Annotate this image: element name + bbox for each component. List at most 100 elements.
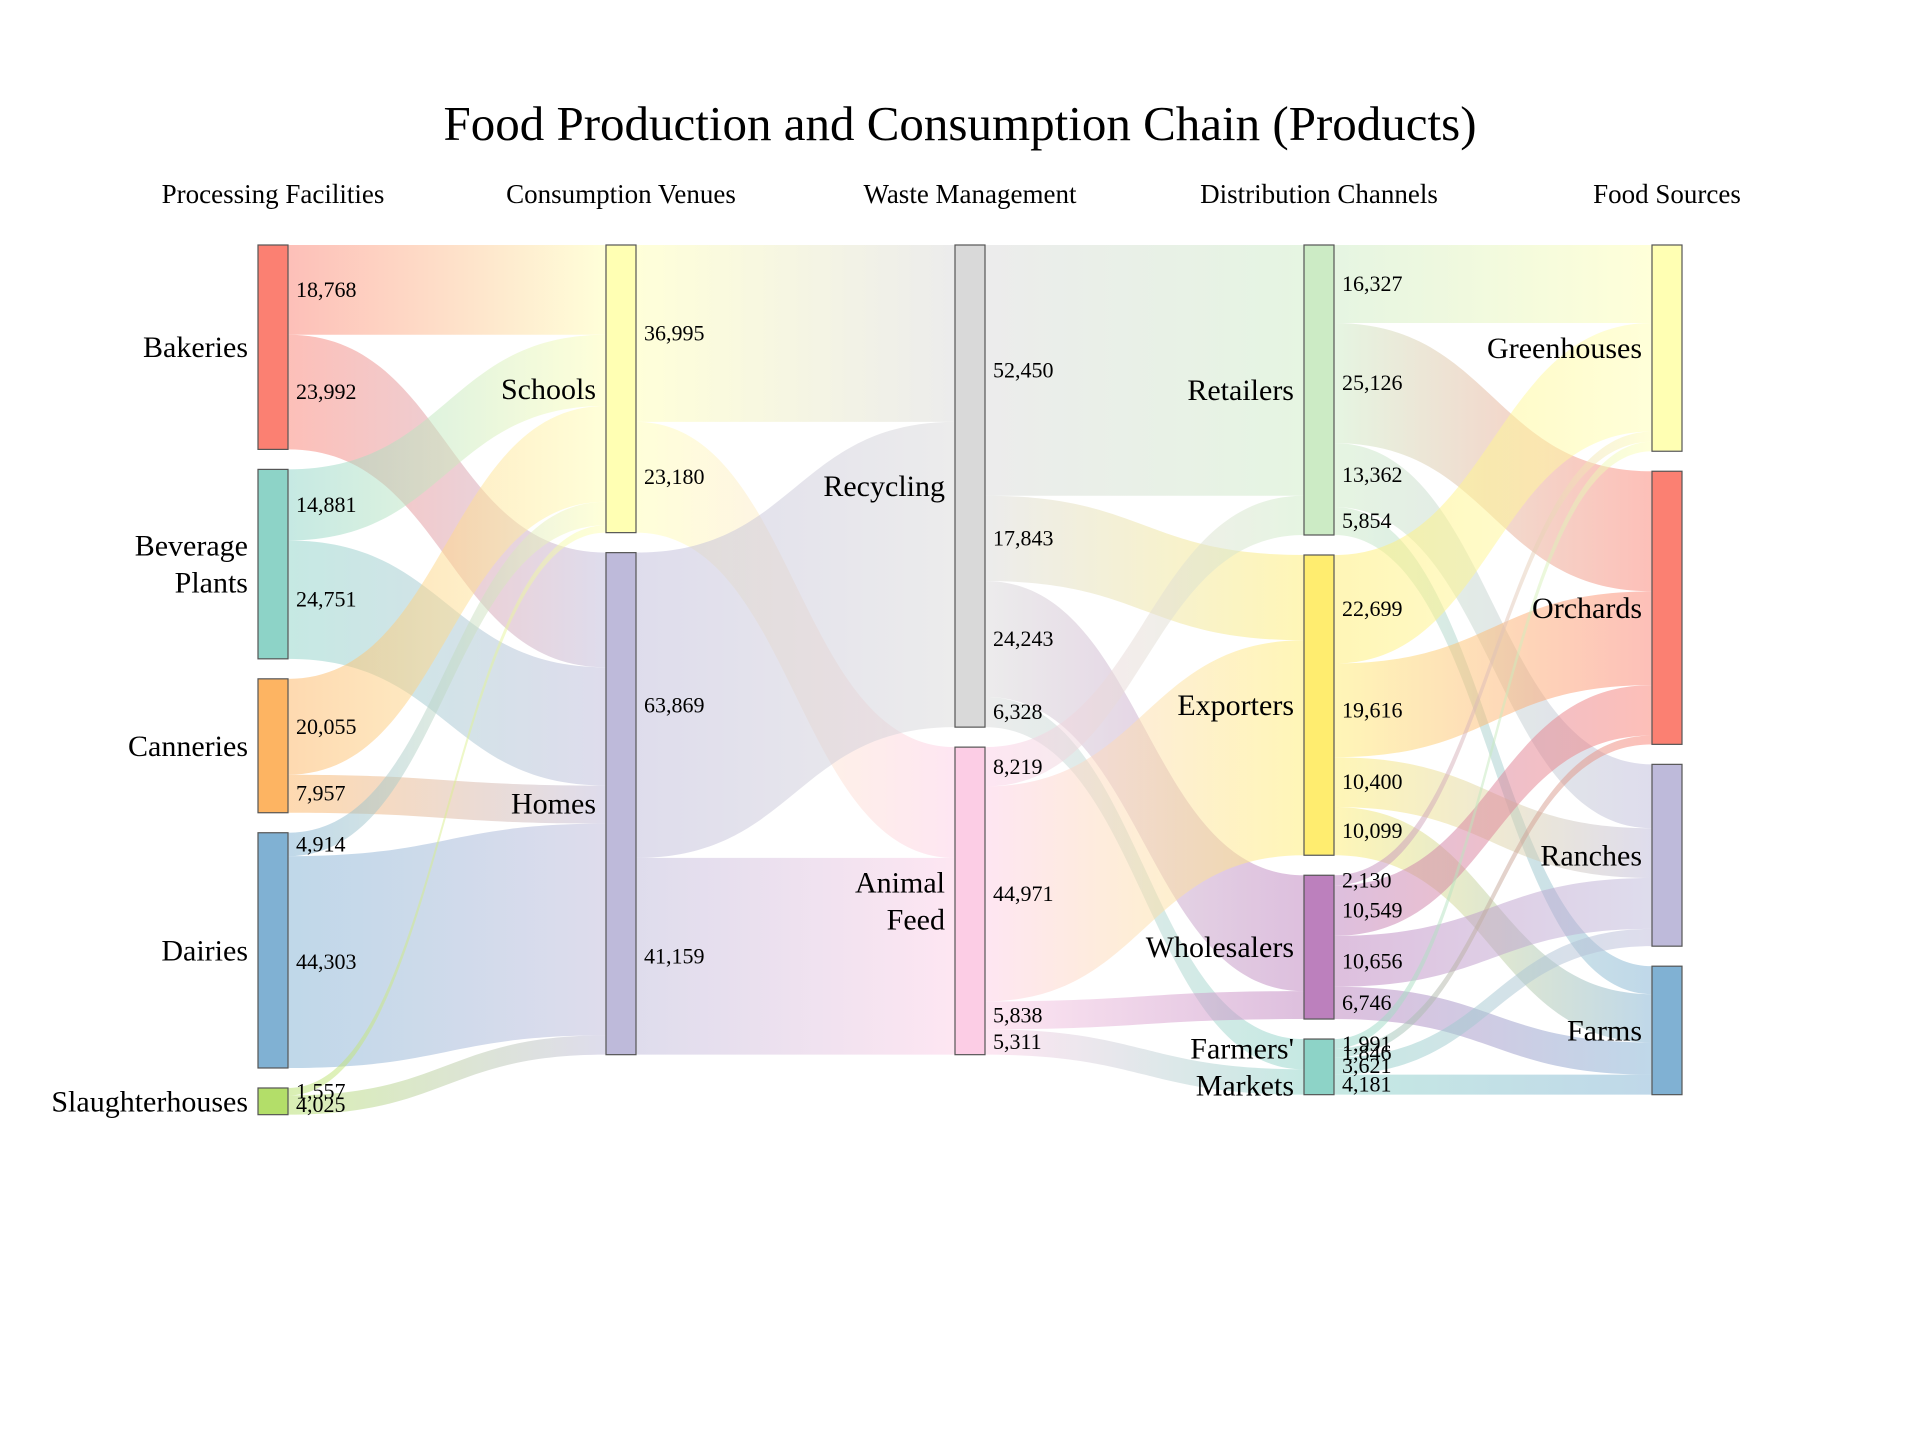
link-value-label: 14,881 xyxy=(296,492,357,517)
link-value-label: 4,025 xyxy=(296,1092,346,1117)
flow-link xyxy=(288,1035,606,1115)
flow-link xyxy=(985,640,1304,1002)
node-label: Recycling xyxy=(823,470,945,503)
link-value-label: 63,869 xyxy=(644,692,705,717)
flow-link xyxy=(288,540,606,786)
link-value-label: 19,616 xyxy=(1342,697,1403,722)
link-value-label: 23,180 xyxy=(644,464,705,489)
flow-link xyxy=(288,245,606,335)
node-farms xyxy=(1651,965,1683,1096)
node-ranches xyxy=(1651,763,1683,947)
link-value-label: 10,656 xyxy=(1342,948,1403,973)
flow-link xyxy=(985,245,1304,496)
link-value-label: 4,914 xyxy=(296,831,346,856)
node-wholesalers xyxy=(1303,874,1335,1020)
link-value-label: 2,130 xyxy=(1342,867,1392,892)
flow-link xyxy=(636,857,955,1055)
stage-header: Processing Facilities xyxy=(162,179,385,209)
chart-title: Food Production and Consumption Chain (P… xyxy=(443,96,1476,151)
node-label: Retailers xyxy=(1187,374,1294,407)
labels: 18,768 23,992 14,881 24,751 20,055 7,957 4,914… xyxy=(51,271,1642,1118)
node-label: Slaughterhouses xyxy=(51,1085,248,1118)
stage-header: Distribution Channels xyxy=(1200,179,1438,209)
link-value-label: 6,746 xyxy=(1342,990,1392,1015)
link-value-label: 44,971 xyxy=(993,881,1054,906)
node-dairies xyxy=(257,832,289,1069)
node-label: Farmers' Markets xyxy=(1190,1032,1294,1102)
node-canneries xyxy=(257,678,289,814)
link-value-label: 5,854 xyxy=(1342,508,1392,533)
flow-link xyxy=(288,823,606,1068)
stage-header: Consumption Venues xyxy=(506,179,736,209)
link-value-label: 44,303 xyxy=(296,949,357,974)
link-value-label: 5,838 xyxy=(993,1002,1043,1027)
link-value-label: 10,549 xyxy=(1342,898,1403,923)
link-value-label: 24,243 xyxy=(993,626,1054,651)
node-exporters xyxy=(1303,554,1335,856)
flow-link xyxy=(1334,1074,1652,1095)
link-value-label: 20,055 xyxy=(296,714,357,739)
link-value-label: 17,843 xyxy=(993,525,1054,550)
node-label: Wholesalers xyxy=(1146,931,1294,964)
node-greenhouses xyxy=(1651,244,1683,452)
flow-link xyxy=(985,991,1304,1030)
link-value-label: 8,219 xyxy=(993,754,1043,779)
node-label: Exporters xyxy=(1177,689,1294,722)
link-value-label: 1,846 xyxy=(1342,1040,1392,1065)
flow-link xyxy=(1334,507,1652,995)
link-value-label: 22,699 xyxy=(1342,596,1403,621)
node-beverage xyxy=(257,468,289,660)
flow-link xyxy=(288,334,606,541)
flow-link xyxy=(636,245,955,422)
flow-link xyxy=(1334,877,1652,987)
node-feed xyxy=(954,746,986,1056)
flow-link xyxy=(1334,591,1652,758)
link-value-label: 10,400 xyxy=(1342,769,1403,794)
link-value-label: 41,159 xyxy=(644,943,705,968)
node-label: Animal Feed xyxy=(855,866,945,936)
link-value-label: 52,450 xyxy=(993,357,1054,382)
flow-link xyxy=(1334,735,1652,1058)
flow-link xyxy=(985,495,1304,787)
flow-link xyxy=(288,525,606,1096)
node-slaughter xyxy=(257,1087,289,1116)
link-value-label: 7,957 xyxy=(296,781,346,806)
node-label: Orchards xyxy=(1532,592,1642,625)
node-markets xyxy=(1303,1038,1335,1096)
stage-header: Food Sources xyxy=(1593,179,1741,209)
link-value-label: 25,126 xyxy=(1342,370,1403,395)
flow-link xyxy=(1334,323,1652,664)
node-retailers xyxy=(1303,244,1335,536)
nodes xyxy=(257,244,1683,1116)
flow-link xyxy=(985,495,1304,641)
link-value-label: 18,768 xyxy=(296,277,357,302)
flow-link xyxy=(1334,245,1652,324)
link-value-label: 3,621 xyxy=(1342,1053,1392,1078)
node-label: Canneries xyxy=(128,730,248,763)
link-value-label: 23,992 xyxy=(296,379,357,404)
flow-link xyxy=(288,405,606,775)
link-value-label: 6,328 xyxy=(993,699,1043,724)
flow-link xyxy=(985,1029,1304,1095)
flow-link xyxy=(1334,928,1652,1075)
link-value-label: 10,099 xyxy=(1342,818,1403,843)
link-value-label: 5,311 xyxy=(993,1029,1042,1054)
flow-link xyxy=(1334,685,1652,936)
link-value-label: 4,181 xyxy=(1342,1072,1392,1097)
node-homes xyxy=(605,552,637,1056)
node-label: Bakeries xyxy=(143,331,248,364)
node-label: Beverage Plants xyxy=(135,530,248,600)
node-label: Schools xyxy=(501,373,596,406)
stage-headers: Processing Facilities Consumption Venues W… xyxy=(162,179,1741,209)
flow-links xyxy=(288,245,1652,1115)
node-label: Homes xyxy=(511,788,596,821)
flow-link xyxy=(636,421,955,858)
link-value-label: 16,327 xyxy=(1342,271,1403,296)
node-recycling xyxy=(954,244,986,728)
node-bakeries xyxy=(257,244,289,450)
link-value-label: 13,362 xyxy=(1342,462,1403,487)
stage-header: Waste Management xyxy=(864,179,1077,209)
link-value-label: 1,991 xyxy=(1342,1031,1392,1056)
node-orchards xyxy=(1651,470,1683,745)
